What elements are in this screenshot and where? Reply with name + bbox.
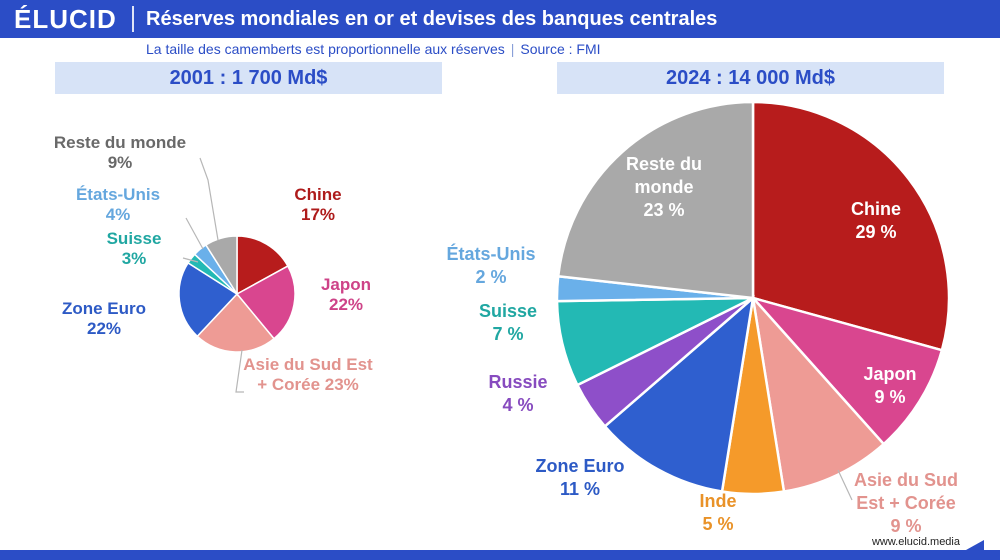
pie-2001: Chine 17% Japon 22% Asie du Sud Est + Corée 2… <box>54 133 373 394</box>
data-label-etats-unis: États-Unis 4% <box>76 185 160 224</box>
elucid-logo[interactable]: ÉLUCID <box>14 4 117 34</box>
data-label-asie-du-sud-est-coree: Asie du Sud Est + Corée 9 % <box>854 470 958 536</box>
leader-line-asie-du-sud-est-coree <box>837 469 853 501</box>
leader-line-suisse <box>182 257 199 263</box>
data-label-inde: Inde 5 % <box>699 491 736 534</box>
footer-site[interactable]: www.elucid.media <box>871 536 960 548</box>
leader-line-reste-du-monde <box>199 157 219 241</box>
pie-slice-japon <box>235 265 296 340</box>
data-label-japon: Japon 22% <box>321 275 371 314</box>
pie-slice-zone-euro <box>178 261 239 338</box>
data-label-etats-unis: États-Unis 2 % <box>446 243 535 287</box>
leader-line-asie-du-sud-est-coree <box>235 349 244 393</box>
data-label-suisse: Suisse 7 % <box>479 301 537 344</box>
data-label-russie: Russie 4 % <box>488 372 547 415</box>
pie-slice-reste-du-monde <box>204 235 238 297</box>
page-title: Réserves mondiales en or et devises des … <box>146 8 718 30</box>
pie-2024: Chine 29 % Japon 9 % Asie du Sud Est + Corée 9… <box>446 100 958 536</box>
source-note: Source : FMI <box>520 41 601 57</box>
data-label-chine: Chine 29 % <box>851 199 901 242</box>
pie-slice-chine <box>236 235 289 296</box>
logo-divider <box>132 6 134 32</box>
data-label-chine: Chine 17% <box>294 185 341 224</box>
data-label-japon: Japon 9 % <box>863 364 916 407</box>
footer-logo-mark <box>966 540 984 550</box>
data-label-zone-euro: Zone Euro 11 % <box>536 456 625 499</box>
pie-slice-zone-euro <box>603 294 755 493</box>
chart-2001-title: 2001 : 1 700 Md$ <box>55 62 442 94</box>
pie-slice-asie-du-sud-est-coree <box>751 293 886 493</box>
bottom-bar <box>0 550 1000 560</box>
pie-slice-asie-du-sud-est-coree <box>196 292 276 353</box>
data-label-reste-du-monde: Reste du monde 23 % <box>626 154 702 220</box>
leader-line-etats-unis <box>185 217 204 250</box>
header-bar: ÉLUCID Réserves mondiales en or et devis… <box>0 0 1000 38</box>
data-label-reste-du-monde: Reste du monde 9% <box>54 133 186 172</box>
pie-slice-chine <box>751 100 951 352</box>
chart-2024-title: 2024 : 14 000 Md$ <box>557 62 944 94</box>
subtitle-divider: | <box>510 41 515 57</box>
subtitle: La taille des camemberts est proportionn… <box>146 40 601 58</box>
data-label-zone-euro: Zone Euro 22% <box>62 299 146 338</box>
data-label-asie-du-sud-est-coree: Asie du Sud Est + Corée 23% <box>243 355 373 394</box>
subtitle-note: La taille des camemberts est proportionn… <box>146 41 505 57</box>
pie-slice-reste-du-monde <box>556 100 755 300</box>
pie-slice-japon <box>749 295 944 446</box>
data-label-suisse: Suisse 3% <box>107 229 162 268</box>
